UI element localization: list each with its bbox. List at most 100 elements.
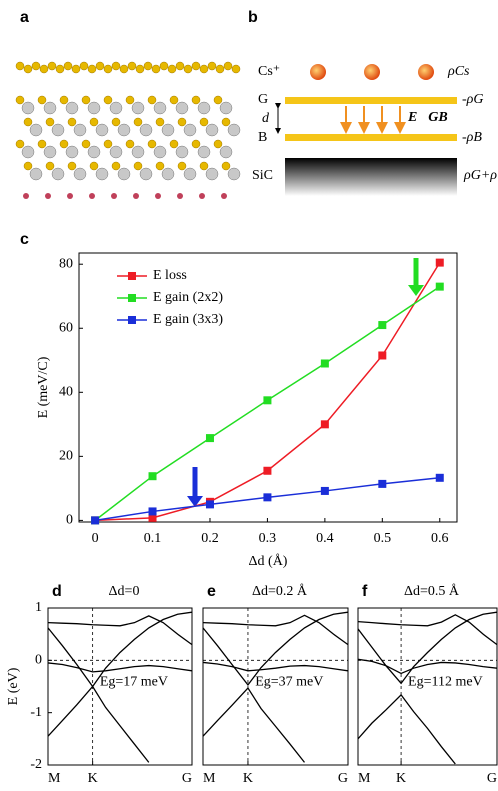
x-tick-label: G [182,771,192,786]
panel-label: c [20,231,29,248]
atom [79,61,89,71]
atom [205,123,219,137]
legend-marker [128,294,136,302]
atom [139,123,153,137]
atom [135,64,145,74]
atom [155,193,161,199]
x-tick-label: K [396,771,406,786]
atom [37,139,47,149]
atom [109,101,123,115]
atom [81,95,91,105]
marker [263,396,272,405]
charge-label: -ρB [462,130,482,145]
atom [147,95,157,105]
charge-label: ρG+ρ [463,168,497,183]
plot-frame [202,607,349,766]
atom [55,64,65,74]
field-arrows [340,106,406,134]
atom [63,61,73,71]
y-tick-label: -2 [30,757,42,772]
atom [67,117,77,127]
charge-label: -ρG [462,92,484,107]
x-tick-label: 0.3 [259,531,277,546]
panel-label: a [20,9,29,26]
atom [73,123,87,137]
atom [31,61,41,71]
y-tick-label: 0 [35,653,42,668]
atom [183,123,197,137]
x-tick-label: 0.4 [316,531,334,546]
y-axis-label: E (meV/C) [36,356,51,418]
series-line [203,614,348,646]
atom [95,123,109,137]
legend-marker [128,272,136,280]
x-tick-label: G [487,771,497,786]
atom [95,61,105,71]
atom [125,95,135,105]
atom [147,139,157,149]
atom [207,61,217,71]
atom [183,64,193,74]
marker [205,500,214,509]
atom [43,101,57,115]
atom [153,145,167,159]
atom [177,161,187,171]
atom [65,101,79,115]
series-line [203,611,348,686]
atom [139,167,153,181]
atom [215,64,225,74]
crossover-arrow-head [408,285,424,296]
series-line [48,685,150,763]
atom [133,161,143,171]
atom [153,101,167,115]
atom [111,61,121,71]
field-label: E⃗GB [407,110,448,125]
atom [89,193,95,199]
legend-label: E gain (3x3) [153,312,223,327]
x-tick-label: G [338,771,348,786]
atom [231,64,241,74]
atom-structure [15,61,241,199]
plot-frame [47,607,193,766]
marker [435,473,444,482]
panel-title: Δd=0.5 Å [404,583,460,599]
y-tick-label: 80 [59,256,73,271]
atom [133,193,139,199]
atom [89,117,99,127]
series-line [358,611,497,685]
x-tick-label: M [48,771,61,786]
marker [263,493,272,502]
schematic [275,64,457,196]
marker [148,507,157,516]
atom [95,167,109,181]
atom [87,145,101,159]
atom [21,145,35,159]
panel-title: Δd=0.2 Å [252,583,308,599]
atom [177,117,187,127]
panel: f Δd=0.5 Å M K G Eg=112 meV [357,583,498,786]
atom [205,167,219,181]
layer-label: G [258,92,268,107]
atom [65,145,79,159]
atom [227,167,241,181]
atom [191,139,201,149]
x-axis-label: Δd (Å) [249,553,288,569]
atom [59,95,69,105]
atom [87,64,97,74]
atom [183,167,197,181]
plot-frame [78,252,458,523]
atom [109,145,123,159]
atom [23,64,33,74]
atom [127,61,137,71]
x-tick-label: K [88,771,98,786]
crossover-arrow-head [187,496,203,507]
marker [435,282,444,291]
atom [23,117,33,127]
marker [435,258,444,267]
atom [71,64,81,74]
atom [213,139,223,149]
atom [197,101,211,115]
cs-ion [418,64,434,80]
atom [199,193,205,199]
